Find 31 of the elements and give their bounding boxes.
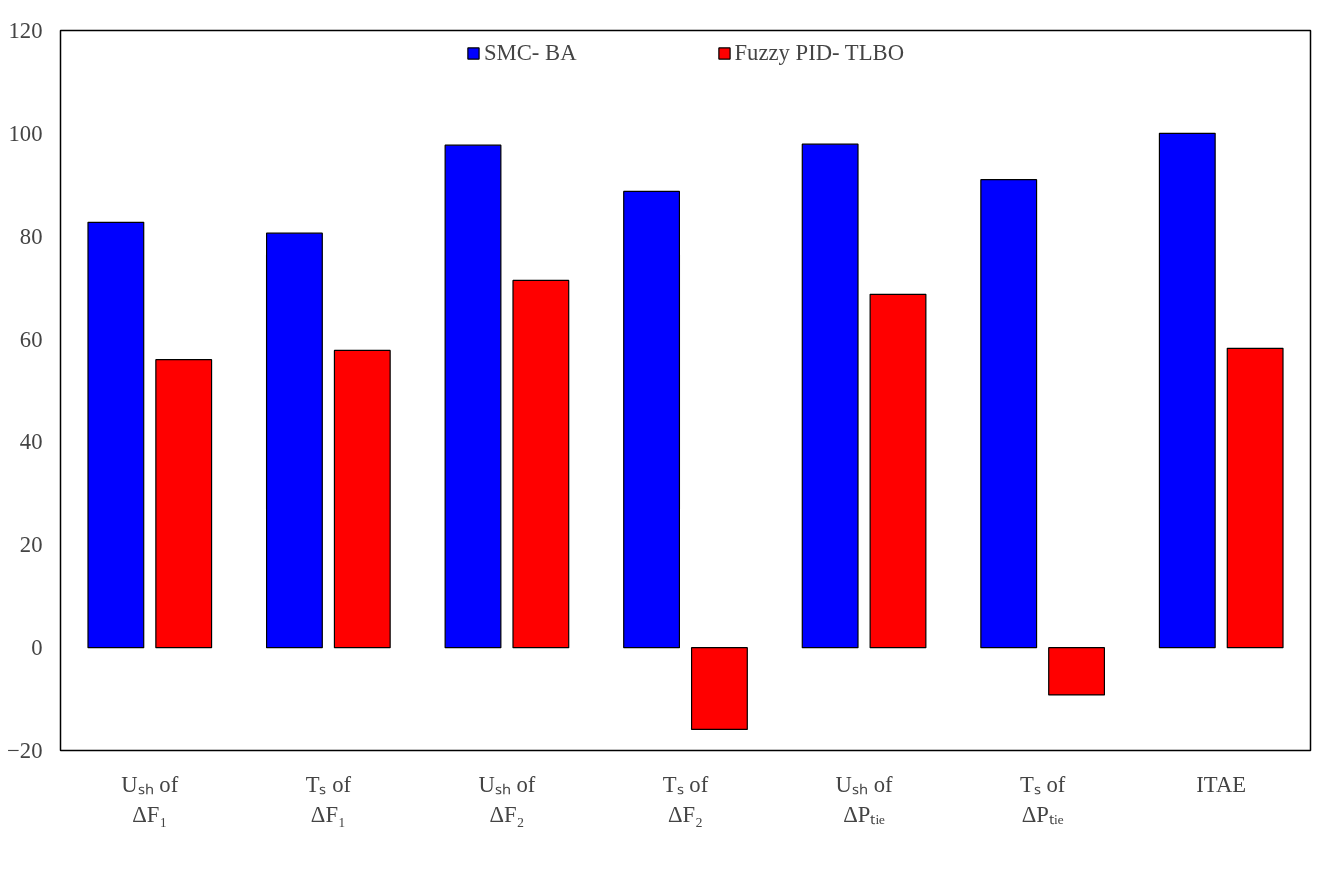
y-tick-label: 100 xyxy=(8,120,43,146)
x-tick-label: Tₛ of ΔPₜᵢₑ xyxy=(1019,771,1066,827)
bar xyxy=(869,293,927,649)
bar xyxy=(1158,132,1216,649)
y-tick-label: 0 xyxy=(31,635,43,661)
y-tick-label: 60 xyxy=(19,326,43,352)
y-tick-label: −20 xyxy=(7,738,43,763)
bar xyxy=(87,221,145,649)
x-tick-label: Uₛₕ of ΔF₂ xyxy=(478,771,536,827)
bar xyxy=(333,349,391,649)
bar xyxy=(623,190,681,649)
bar xyxy=(690,647,748,731)
bar xyxy=(444,144,502,649)
bar xyxy=(801,143,859,649)
legend-label: Fuzzy PID- TLBO xyxy=(734,40,905,66)
x-tick-label: Uₛₕ of ΔPₜᵢₑ xyxy=(835,771,893,827)
y-tick-label: 40 xyxy=(19,429,43,455)
bar xyxy=(980,179,1038,649)
x-tick-label: Uₛₕ of ΔF₁ xyxy=(121,771,179,827)
x-tick-label: Tₛ of ΔF₂ xyxy=(662,771,709,827)
legend-label: SMC- BA xyxy=(483,40,577,66)
bar xyxy=(512,279,570,649)
y-tick-label: 120 xyxy=(8,18,43,43)
x-tick-label: ITAE xyxy=(1196,771,1247,797)
bar xyxy=(265,232,323,649)
bar xyxy=(1226,347,1284,649)
bar xyxy=(1048,647,1106,696)
x-tick-label: Tₛ of ΔF₁ xyxy=(305,771,352,827)
y-tick-label: 80 xyxy=(19,223,43,249)
y-tick-label: 20 xyxy=(19,532,43,558)
bar xyxy=(155,359,213,649)
